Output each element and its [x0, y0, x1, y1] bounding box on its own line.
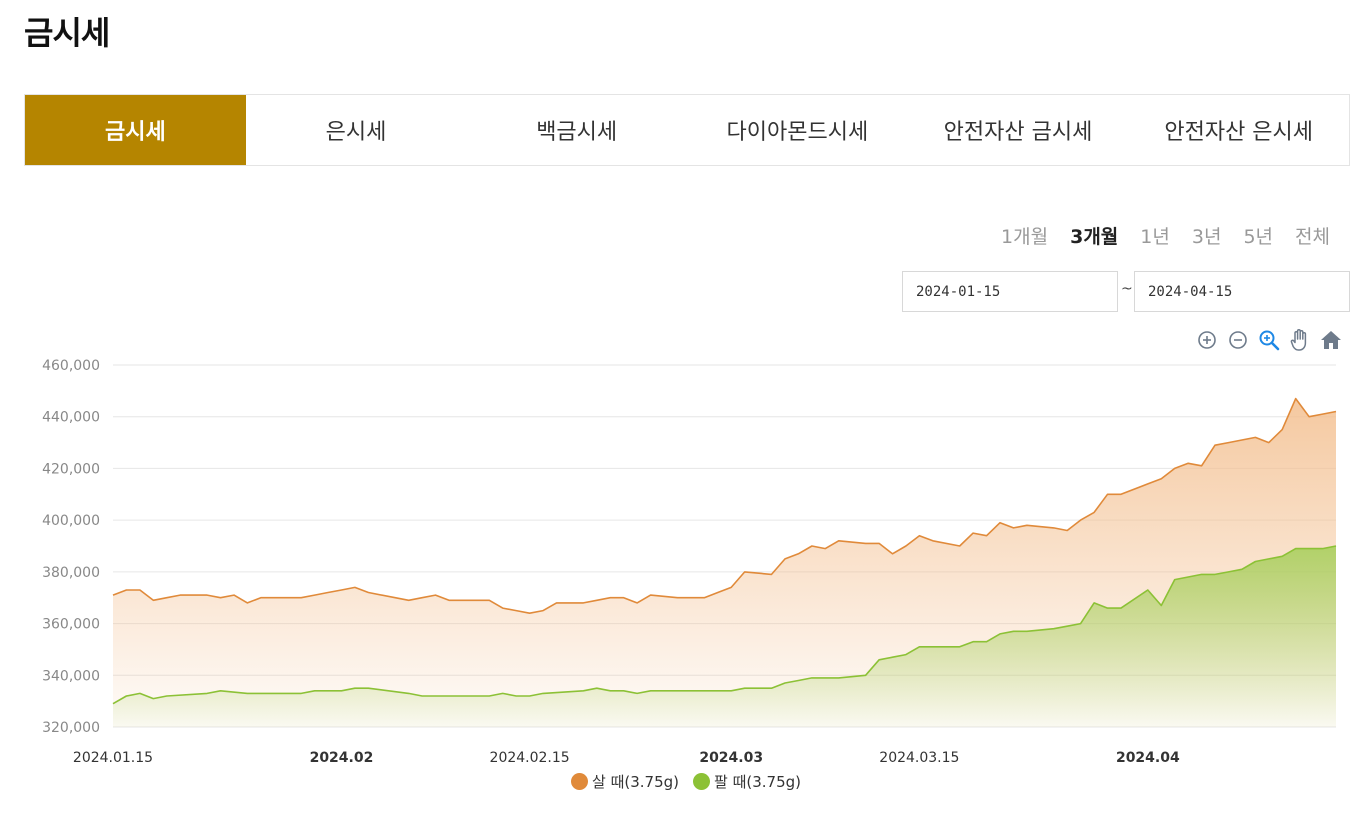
period-all[interactable]: 전체	[1295, 226, 1330, 248]
reset-home-icon[interactable]	[1318, 327, 1343, 352]
chart-toolbar	[1194, 327, 1343, 352]
sell-series-area	[113, 546, 1336, 727]
page-title: 금시세	[24, 14, 110, 52]
buy-series-line	[112, 397, 1337, 614]
x-tick-label: 2024.02.15	[490, 750, 570, 766]
start-date-input[interactable]	[902, 271, 1118, 312]
y-tick-label: 380,000	[42, 565, 100, 581]
legend-sell-label: 팔 때(3.75g)	[714, 773, 801, 791]
legend-buy[interactable]: 살 때(3.75g)	[571, 771, 679, 792]
zoom-selection-icon[interactable]	[1256, 327, 1281, 352]
period-3-months[interactable]: 3개월	[1070, 226, 1119, 248]
y-tick-label: 400,000	[42, 513, 100, 529]
y-tick-label: 420,000	[42, 461, 100, 477]
chart-legend: 살 때(3.75g) 팔 때(3.75g)	[0, 771, 1372, 792]
zoom-out-icon[interactable]	[1225, 327, 1250, 352]
period-5-years[interactable]: 5년	[1243, 226, 1274, 248]
tab-safe-asset-silver[interactable]: 안전자산 은시세	[1164, 120, 1314, 145]
tab-safe-asset-gold[interactable]: 안전자산 금시세	[943, 120, 1093, 145]
tab-platinum[interactable]: 백금시세	[536, 120, 618, 145]
x-tick-label: 2024.02	[310, 750, 374, 766]
tab-diamond[interactable]: 다이아몬드시세	[726, 120, 869, 145]
tab-gold[interactable]: 금시세	[25, 95, 246, 165]
buy-series-area	[113, 398, 1336, 727]
period-1-year[interactable]: 1년	[1140, 226, 1170, 248]
period-1-month[interactable]: 1개월	[1001, 226, 1049, 248]
y-tick-label: 440,000	[42, 410, 100, 426]
y-tick-label: 320,000	[42, 720, 100, 736]
period-selector: 1개월 3개월 1년 3년 5년 전체	[979, 222, 1330, 249]
y-tick-label: 340,000	[42, 668, 100, 684]
legend-buy-label: 살 때(3.75g)	[592, 773, 679, 791]
x-tick-label: 2024.03	[699, 750, 763, 766]
x-tick-label: 2024.01.15	[73, 750, 153, 766]
period-3-years[interactable]: 3년	[1191, 226, 1222, 248]
end-date-input[interactable]	[1134, 271, 1350, 312]
legend-buy-marker	[571, 773, 588, 790]
x-tick-label: 2024.03.15	[879, 750, 959, 766]
category-tabs: 금시세 은시세 백금시세 다이아몬드시세 안전자산 금시세 안전자산 은시세	[24, 94, 1350, 166]
pan-hand-icon[interactable]	[1287, 327, 1312, 352]
date-range-separator: ~	[1121, 281, 1133, 297]
zoom-in-icon[interactable]	[1194, 327, 1219, 352]
legend-sell-marker	[693, 773, 710, 790]
sell-series-line	[112, 545, 1337, 705]
tab-silver[interactable]: 은시세	[325, 120, 387, 145]
y-tick-label: 460,000	[42, 358, 100, 374]
x-tick-label: 2024.04	[1116, 750, 1180, 766]
legend-sell[interactable]: 팔 때(3.75g)	[693, 771, 801, 792]
y-tick-label: 360,000	[42, 617, 100, 633]
